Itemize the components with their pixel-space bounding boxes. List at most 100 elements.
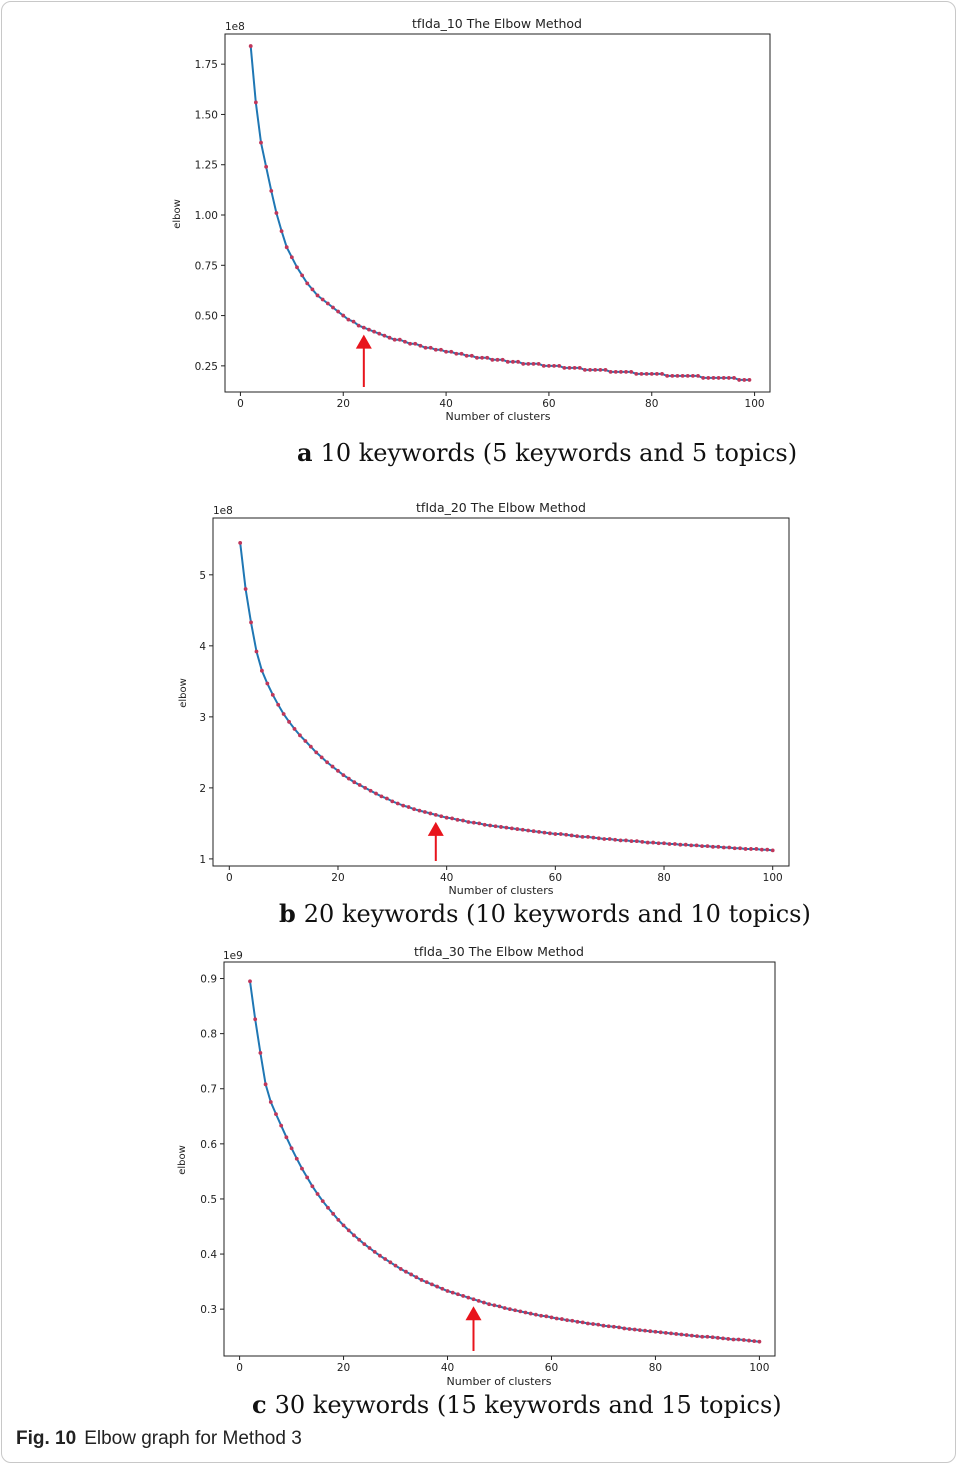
- data-point: [701, 376, 706, 380]
- data-point: [320, 1199, 325, 1204]
- data-point: [303, 739, 308, 743]
- data-point: [294, 1156, 299, 1161]
- data-point: [632, 1327, 637, 1332]
- data-point: [559, 1317, 564, 1321]
- data-point: [548, 831, 552, 836]
- data-point: [537, 830, 541, 834]
- data-point: [662, 841, 666, 846]
- data-point: [651, 840, 656, 845]
- data-point: [336, 309, 341, 314]
- data-point: [298, 733, 302, 738]
- data-point: [624, 369, 628, 374]
- data-point: [553, 832, 558, 836]
- data-point: [466, 820, 471, 824]
- data-point: [264, 164, 269, 169]
- data-point: [523, 1310, 528, 1315]
- data-point: [401, 803, 406, 808]
- data-point: [433, 347, 438, 352]
- data-point: [310, 1184, 315, 1189]
- y-tick-label: 0.75: [195, 260, 218, 272]
- data-point: [346, 776, 351, 781]
- y-tick-label: 0.25: [195, 361, 218, 373]
- data-point: [490, 357, 495, 362]
- y-tick-label: 1.75: [195, 59, 218, 71]
- caption-text: 20 keywords (10 keywords and 10 topics): [303, 900, 811, 928]
- data-point: [384, 796, 389, 801]
- data-point: [284, 245, 289, 250]
- data-point: [423, 345, 428, 350]
- data-point: [742, 378, 747, 382]
- data-point: [770, 848, 775, 853]
- data-point: [613, 837, 618, 842]
- data-point: [352, 1233, 356, 1238]
- data-point: [492, 1303, 497, 1308]
- data-point: [485, 355, 490, 360]
- data-point: [435, 1284, 440, 1289]
- data-point: [461, 818, 465, 823]
- data-point: [482, 1300, 486, 1305]
- x-tick-label: 40: [439, 398, 452, 410]
- data-point: [367, 327, 371, 332]
- data-point: [455, 817, 460, 822]
- figure-number: Fig. 10: [16, 1428, 77, 1449]
- data-point: [449, 349, 454, 354]
- x-tick-label: 80: [645, 398, 658, 410]
- data-point: [488, 823, 493, 828]
- data-point: [706, 376, 711, 380]
- data-point: [336, 768, 340, 773]
- data-point: [695, 1334, 699, 1339]
- elbow-arrow: [465, 1306, 482, 1351]
- plot-area: [223, 961, 776, 1357]
- figure-caption-text: Elbow graph for Method 3: [84, 1428, 302, 1449]
- data-point: [618, 838, 623, 843]
- data-point: [743, 847, 748, 851]
- data-point: [341, 773, 346, 777]
- data-point: [330, 764, 335, 769]
- data-point: [648, 1329, 653, 1334]
- data-point: [265, 681, 270, 686]
- data-point: [570, 1318, 575, 1323]
- data-point: [606, 1324, 611, 1329]
- data-point: [663, 1330, 668, 1335]
- data-point: [601, 1323, 606, 1328]
- data-point: [531, 829, 536, 834]
- data-point: [558, 832, 563, 836]
- data-point: [314, 750, 319, 755]
- data-point: [526, 828, 531, 833]
- data-point: [475, 355, 479, 360]
- data-point: [456, 1292, 460, 1297]
- chart-title: tfIda_20 The Elbow Method: [416, 500, 586, 515]
- y-tick-label: 0.4: [200, 1249, 217, 1261]
- data-point: [520, 827, 525, 832]
- data-point: [315, 1192, 320, 1196]
- data-point: [737, 378, 742, 382]
- data-point: [418, 343, 423, 348]
- data-point: [433, 812, 438, 817]
- data-point: [705, 1334, 710, 1339]
- data-point: [325, 760, 330, 765]
- arrow-head: [427, 821, 444, 836]
- data-point: [539, 1313, 543, 1318]
- data-point: [547, 363, 551, 368]
- data-point: [526, 361, 531, 366]
- data-point: [710, 1335, 715, 1340]
- data-point: [502, 1306, 507, 1310]
- data-point: [445, 1289, 450, 1293]
- data-point: [645, 840, 650, 845]
- x-axis-label: Number of clusters: [446, 410, 551, 423]
- data-point: [544, 1314, 549, 1319]
- data-point: [596, 836, 601, 841]
- data-point: [363, 785, 368, 790]
- data-point: [249, 620, 253, 625]
- data-point: [591, 1322, 595, 1326]
- data-point: [731, 1337, 736, 1342]
- y-tick-label: 0.6: [200, 1139, 217, 1151]
- data-point: [683, 842, 688, 847]
- data-point: [408, 341, 412, 346]
- x-tick-label: 20: [331, 872, 344, 884]
- data-point: [732, 376, 736, 380]
- offset-label: 1e8: [225, 21, 245, 33]
- data-point: [572, 365, 577, 370]
- data-point: [356, 323, 361, 328]
- data-point: [487, 1302, 492, 1307]
